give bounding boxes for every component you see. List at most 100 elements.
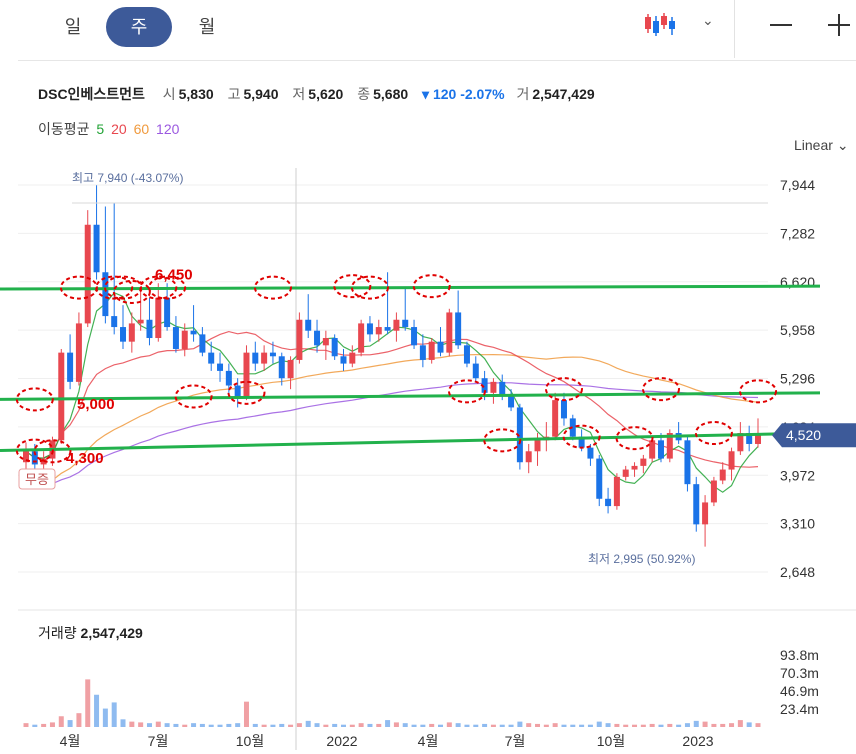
tab-week[interactable]: 주	[106, 7, 172, 47]
volume-bar	[191, 723, 197, 727]
ma-120-line	[25, 382, 759, 488]
volume-bar	[684, 723, 690, 727]
candle-body	[402, 319, 409, 328]
volume-bar	[376, 723, 382, 727]
scale-mode-button[interactable]: Linear ⌄	[794, 137, 849, 154]
candle-body	[208, 352, 215, 364]
candle-body	[164, 297, 171, 328]
volume-label: 거	[516, 86, 530, 102]
candle-body	[190, 330, 197, 335]
annotation-circle	[333, 274, 372, 299]
volume-bar	[261, 724, 267, 727]
candle-body	[375, 327, 382, 335]
y-tick-label: 5,958	[780, 322, 815, 338]
candle-body	[155, 297, 162, 339]
candle-body	[322, 338, 329, 346]
volume-bar	[737, 720, 743, 727]
tab-month[interactable]: 월	[198, 17, 216, 37]
candle-body	[146, 319, 153, 339]
chevron-down-icon[interactable]: ⌄	[702, 12, 714, 28]
volume-bar	[358, 723, 364, 727]
y-tick-label: 3,310	[780, 516, 815, 532]
current-price-label: 4,520	[786, 427, 821, 443]
volume-bar	[217, 724, 223, 727]
candle-body	[702, 502, 709, 525]
candle-body	[67, 352, 74, 382]
volume-bar	[94, 694, 100, 727]
candle-body	[596, 458, 603, 499]
candle-body	[578, 436, 585, 448]
volume-bar	[85, 679, 91, 727]
volume-bar	[693, 720, 699, 727]
volume-bar	[270, 724, 276, 727]
ma-20-line	[25, 330, 759, 468]
candle-body	[340, 356, 347, 364]
volume-bar	[587, 724, 593, 727]
x-tick-label: 7월	[505, 733, 526, 749]
volume-tick-label: 70.3m	[780, 665, 819, 681]
candle-body	[269, 352, 276, 357]
volume-bar	[552, 723, 558, 727]
candle-body	[755, 435, 761, 444]
volume-bar	[508, 724, 514, 727]
divider	[734, 0, 735, 58]
volume-bar	[235, 723, 241, 727]
candle-body	[455, 312, 462, 346]
candle-body	[472, 363, 479, 379]
candle-body	[605, 498, 612, 507]
annotation-circle	[739, 379, 777, 404]
candle-body	[622, 469, 629, 477]
ma-5-line	[25, 291, 759, 493]
volume-bar	[632, 724, 638, 727]
volume-tick-label: 23.4m	[780, 701, 819, 717]
rights-issue-badge: 무증	[25, 472, 49, 487]
candle-body	[613, 476, 620, 507]
zoom-out-button[interactable]	[766, 10, 796, 40]
annotation-circle	[641, 377, 680, 402]
candle-body	[305, 319, 312, 331]
candle-body	[534, 440, 541, 452]
high-value: 5,940	[243, 86, 279, 102]
volume-bar	[579, 724, 585, 727]
candle-body	[516, 407, 523, 463]
stock-name: DSC인베스트먼트	[38, 86, 145, 102]
candle-body	[93, 224, 100, 273]
candle-body	[428, 341, 435, 360]
candle-body	[666, 433, 673, 459]
annotation-circle	[483, 428, 522, 453]
volume-bar	[535, 723, 541, 727]
x-tick-label: 10월	[597, 733, 625, 749]
chevron-down-icon: ⌄	[836, 137, 849, 153]
volume-bar	[288, 724, 294, 727]
candle-body	[217, 363, 224, 371]
volume-panel-title: 거래량 2,547,429	[38, 625, 143, 641]
annotation-circle	[447, 379, 486, 404]
candle-body	[243, 352, 250, 397]
volume-bar	[429, 723, 435, 727]
ma-5: 5	[96, 121, 105, 137]
candle-body	[128, 323, 135, 342]
candlestick-chart-icon[interactable]	[643, 11, 677, 39]
moving-average-legend[interactable]: 이동평균 5 20 60 120	[38, 119, 182, 139]
candle-body	[358, 323, 365, 353]
x-tick-label: 7월	[148, 733, 169, 749]
volume-bar	[526, 723, 532, 727]
annotation-circle	[112, 279, 151, 304]
low-value: 5,620	[308, 86, 344, 102]
top-bar: 일 주 월 ⌄	[0, 0, 856, 58]
volume-bar	[420, 724, 426, 727]
candle-body	[234, 385, 241, 397]
volume-bar	[702, 721, 708, 727]
annotation-circle	[350, 275, 389, 300]
volume-bar	[305, 720, 311, 727]
zoom-in-button[interactable]	[824, 10, 854, 40]
candle-body	[649, 440, 656, 459]
volume-bar	[208, 724, 214, 727]
candle-body	[172, 327, 179, 349]
candle-body	[75, 323, 82, 382]
tab-day[interactable]: 일	[64, 17, 82, 37]
scale-mode-label: Linear	[794, 137, 833, 153]
x-tick-label: 2023	[682, 733, 713, 749]
candle-body	[84, 224, 91, 324]
